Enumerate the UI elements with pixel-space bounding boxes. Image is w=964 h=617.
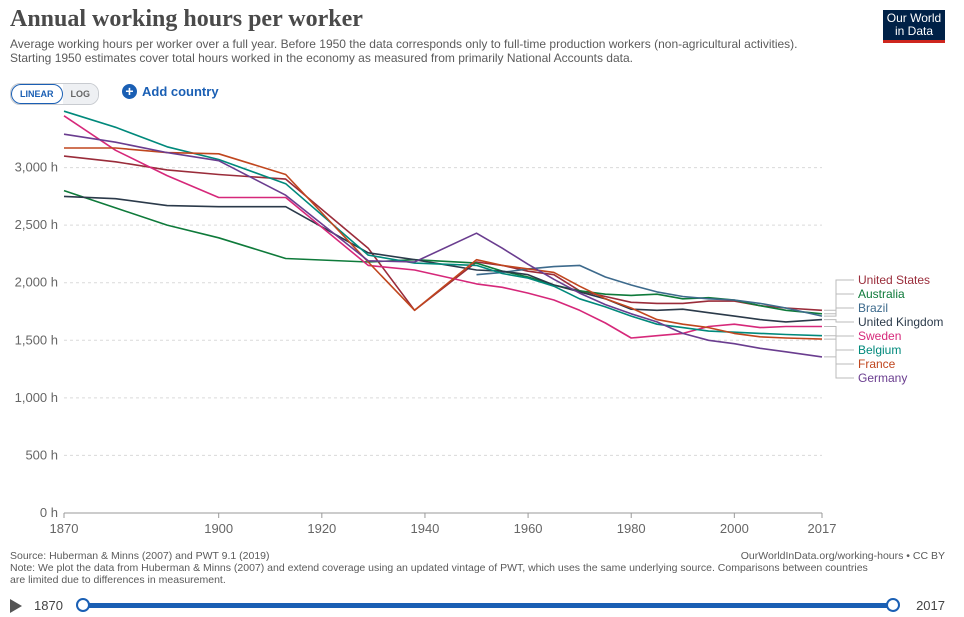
y-tick-label: 500 h bbox=[25, 447, 58, 462]
series-line-australia bbox=[63, 189, 823, 315]
legend-connector bbox=[824, 307, 854, 317]
series-line-belgium bbox=[63, 110, 823, 337]
subtitle-line-2: Starting 1950 estimates cover total hour… bbox=[10, 51, 633, 65]
source-text: Source: Huberman & Minns (2007) and PWT … bbox=[10, 550, 270, 562]
legend-connector bbox=[824, 319, 854, 323]
linear-scale-button[interactable]: LINEAR bbox=[11, 84, 63, 104]
x-tick-label: 1980 bbox=[617, 521, 646, 536]
x-tick-label: 1920 bbox=[307, 521, 336, 536]
series-line-france bbox=[64, 147, 823, 340]
legend-label: Germany bbox=[858, 371, 907, 385]
legend-label: Brazil bbox=[858, 301, 888, 315]
y-tick-label: 2,500 h bbox=[15, 217, 58, 232]
legend-connector bbox=[824, 335, 854, 351]
note-line-2: are limited due to differences in measur… bbox=[10, 574, 226, 586]
y-tick-label: 1,500 h bbox=[15, 332, 58, 347]
chart-footer: Source: Huberman & Minns (2007) and PWT … bbox=[10, 550, 945, 586]
series-line-united-states bbox=[63, 155, 823, 312]
legend-label: United Kingdom bbox=[858, 315, 943, 329]
x-tick-label: 2017 bbox=[808, 521, 837, 536]
y-tick-label: 3,000 h bbox=[15, 160, 58, 175]
chart-subtitle: Average working hours per worker over a … bbox=[10, 37, 870, 65]
legend-connector bbox=[824, 293, 854, 315]
logo-line-2: in Data bbox=[894, 24, 934, 38]
log-scale-button[interactable]: LOG bbox=[62, 84, 98, 104]
series-line-brazil bbox=[476, 264, 823, 317]
y-tick-label: 2,000 h bbox=[15, 275, 58, 290]
timeline-end-handle[interactable] bbox=[886, 598, 900, 612]
plus-circle-icon: + bbox=[122, 84, 137, 99]
note-line-1: Note: We plot the data from Huberman & M… bbox=[10, 562, 868, 574]
x-tick-label: 1960 bbox=[514, 521, 543, 536]
legend-connector bbox=[824, 279, 854, 311]
subtitle-line-1: Average working hours per worker over a … bbox=[10, 37, 798, 51]
line-chart: 0 h 500 h 1,000 h 1,500 h 2,000 h 2,500 h 3,00… bbox=[15, 110, 943, 536]
x-tick-label: 1870 bbox=[50, 521, 79, 536]
legend-label: France bbox=[858, 357, 896, 371]
logo-line-1: Our World bbox=[886, 11, 942, 25]
add-country-button[interactable]: + Add country bbox=[122, 84, 219, 99]
timeline-start-label: 1870 bbox=[34, 598, 63, 613]
legend-label: Sweden bbox=[858, 329, 901, 343]
series-line-sweden bbox=[63, 115, 822, 339]
legend-connector bbox=[824, 338, 854, 365]
x-tick-label: 2000 bbox=[720, 521, 749, 536]
legend-label: United States bbox=[858, 273, 930, 287]
legend-label: Belgium bbox=[858, 343, 901, 357]
series-line-germany bbox=[63, 133, 823, 358]
timeline-start-handle[interactable] bbox=[76, 598, 90, 612]
x-tick-label: 1940 bbox=[410, 521, 439, 536]
series-line-united-kingdom bbox=[63, 195, 823, 323]
y-tick-label: 0 h bbox=[40, 505, 58, 520]
scale-toggle: LINEAR LOG bbox=[10, 83, 99, 105]
legend-connector bbox=[824, 356, 854, 379]
timeline-track[interactable] bbox=[83, 603, 893, 608]
legend-label: Australia bbox=[858, 287, 905, 301]
legend-connector bbox=[824, 326, 854, 337]
add-country-label: Add country bbox=[142, 84, 219, 99]
timeline-end-label: 2017 bbox=[916, 598, 945, 613]
timeline: 1870 2017 bbox=[10, 596, 945, 616]
play-icon[interactable] bbox=[10, 599, 22, 613]
x-tick-label: 1900 bbox=[204, 521, 233, 536]
owid-logo[interactable]: Our World in Data bbox=[883, 10, 945, 43]
y-tick-label: 1,000 h bbox=[15, 390, 58, 405]
source-url-link[interactable]: OurWorldInData.org/working-hours • CC BY bbox=[740, 550, 945, 562]
chart-title: Annual working hours per worker bbox=[10, 6, 363, 32]
